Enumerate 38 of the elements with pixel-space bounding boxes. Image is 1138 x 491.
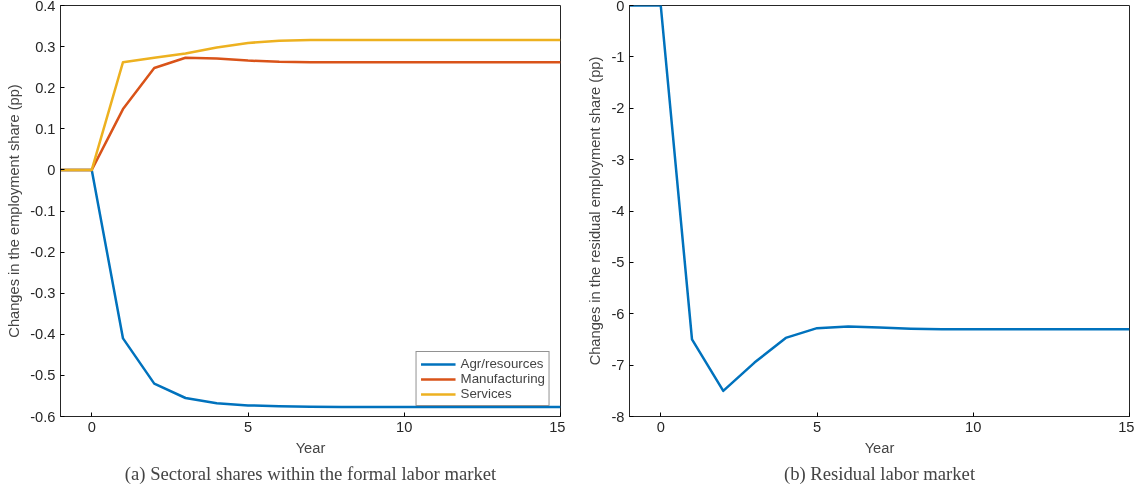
x-tick-label: 10 (396, 418, 413, 435)
y-axis-title: Changes in the residual employment share (pp) (587, 56, 604, 366)
legend-label: Agr/resources (460, 356, 544, 371)
y-tick-label: -0.6 (30, 408, 56, 425)
y-tick-label: -0.5 (30, 367, 56, 384)
y-tick-label: -0.1 (30, 203, 56, 219)
x-tick-label: 5 (243, 418, 253, 435)
text: (b) Residual labor market (783, 462, 976, 485)
x-tick-label: 15 (549, 418, 566, 435)
legend-label: Manufacturing (460, 371, 545, 386)
y-tick-label: 0.4 (35, 0, 56, 14)
y-tick-label: -3 (611, 151, 625, 168)
y-tick-label: -0.4 (30, 326, 56, 343)
y-tick-label: -5 (611, 254, 625, 271)
x-tick-label: 10 (965, 418, 982, 435)
y-tick-label: 0.1 (35, 120, 56, 137)
y-tick-label: -0.3 (30, 285, 56, 302)
y-tick-label: -0.2 (30, 244, 56, 261)
y-tick-label: -6 (611, 305, 625, 322)
y-tick-label: 0 (616, 0, 625, 14)
line-series (629, 5, 1130, 393)
x-axis-title: Year (864, 439, 895, 456)
y-tick-label: 0 (47, 161, 56, 178)
x-axis-title: Year (295, 439, 326, 456)
x-tick-label: 5 (812, 418, 822, 435)
y-axis-title: Changes in the employment share (pp) (6, 84, 23, 338)
y-tick-label: -1 (611, 48, 625, 65)
text: (a) Sectoral shares within the formal labor market (124, 462, 498, 485)
y-tick-label: -4 (611, 203, 625, 219)
x-tick-label: 15 (1118, 418, 1135, 435)
x-tick-label: 0 (87, 418, 96, 435)
x-tick-label: 0 (656, 418, 665, 435)
y-tick-label: 0.3 (35, 38, 56, 55)
y-tick-label: -7 (611, 357, 625, 374)
y-tick-label: -2 (611, 100, 625, 117)
legend-label: Services (460, 386, 512, 401)
y-tick-label: -8 (611, 408, 625, 425)
y-tick-label: 0.2 (35, 79, 56, 96)
